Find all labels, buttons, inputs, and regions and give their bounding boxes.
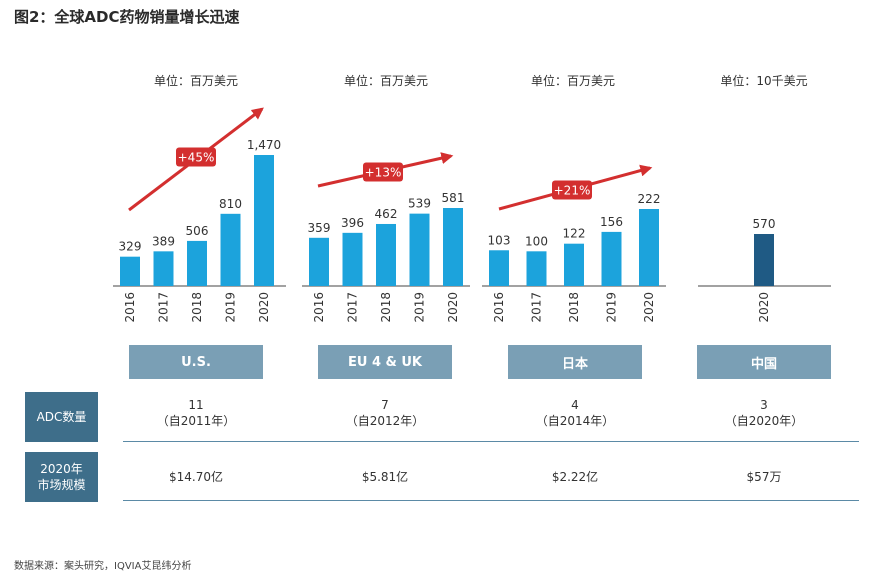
market-size-us: $14.70亿 (169, 470, 223, 484)
x-tick-label: 2019 (605, 292, 619, 323)
unit-label: 单位：百万美元 (531, 73, 615, 88)
bar (526, 251, 547, 286)
row-divider (123, 500, 859, 501)
growth-badge (176, 147, 216, 167)
unit-label: 单位：百万美元 (344, 73, 428, 88)
bar (342, 232, 363, 286)
adc-count-since: （自2012年） (345, 414, 425, 428)
x-tick-label: 2016 (123, 292, 137, 323)
region-label-japan: 日本 (508, 345, 642, 379)
unit-label: 单位：百万美元 (154, 73, 238, 88)
bar-value-label: 539 (408, 197, 431, 211)
market-size-japan: $2.22亿 (551, 470, 599, 484)
growth-badge-label: +13% (365, 166, 402, 180)
bar-value-label: 570 (753, 217, 776, 231)
adc-count-japan: 4 （自2014年） (505, 397, 645, 429)
x-tick-label: 2017 (346, 292, 360, 323)
row-divider (123, 441, 859, 442)
bar (639, 209, 659, 286)
bar (153, 251, 174, 286)
row-header-market-size: 2020年 市场规模 (25, 452, 98, 502)
bar-value-label: 156 (600, 215, 623, 229)
row-header-adc-count: ADC数量 (25, 392, 98, 442)
x-tick-label: 2018 (190, 292, 204, 323)
adc-count-value: 3 (760, 398, 768, 412)
bar (489, 250, 509, 286)
adc-count-us: 11 （自2011年） (126, 397, 266, 429)
region-label-china: 中国 (697, 345, 831, 379)
x-tick-label: 2020 (257, 292, 271, 323)
figure-title: 图2：全球ADC药物销量增长迅速 (14, 8, 240, 26)
bar (187, 240, 207, 286)
x-tick-label: 2020 (446, 292, 460, 323)
adc-count-china: 3 （自2020年） (694, 397, 834, 429)
adc-sales-charts: 单位：百万美元 329 2016 389 2017 506 2018 810 2019 1,470… (113, 73, 831, 323)
market-size-china: $57万 (746, 470, 782, 484)
bar (443, 208, 463, 286)
x-tick-label: 2019 (224, 292, 238, 323)
bar-value-label: 329 (119, 240, 142, 254)
region-label-us: U.S. (129, 345, 263, 379)
bar-value-label: 581 (442, 191, 465, 205)
x-tick-label: 2020 (642, 292, 656, 323)
bar-value-label: 506 (186, 224, 209, 238)
source-footnote: 数据来源：案头研究，IQVIA艾昆纬分析 (14, 561, 192, 572)
x-tick-label: 2019 (413, 292, 427, 323)
adc-count-value: 7 (381, 398, 389, 412)
growth-badge-label: +21% (554, 184, 591, 198)
adc-count-since: （自2014年） (535, 414, 615, 428)
x-tick-label: 2020 (757, 292, 771, 323)
adc-count-eu: 7 （自2012年） (315, 397, 455, 429)
adc-count-value: 4 (571, 398, 579, 412)
x-tick-label: 2018 (567, 292, 581, 323)
adc-count-since: （自2020年） (724, 414, 804, 428)
bar-value-label: 359 (308, 221, 331, 235)
growth-badge (552, 180, 592, 200)
bar (409, 213, 430, 286)
bar-value-label: 396 (341, 216, 364, 230)
unit-label: 单位：10千美元 (720, 73, 807, 88)
adc-count-value: 11 (188, 398, 204, 412)
market-size-eu: $5.81亿 (361, 470, 409, 484)
bar (601, 231, 622, 286)
growth-badge-label: +45% (178, 151, 215, 165)
bar-value-label: 103 (488, 233, 511, 247)
bar (309, 237, 329, 286)
x-tick-label: 2016 (492, 292, 506, 323)
bar-value-label: 222 (638, 192, 661, 206)
x-tick-label: 2017 (530, 292, 544, 323)
x-tick-label: 2016 (312, 292, 326, 323)
bar (120, 256, 140, 286)
bar (376, 223, 396, 286)
bar-value-label: 389 (152, 234, 175, 248)
region-label-eu: EU 4 & UK (318, 345, 452, 379)
bar-value-label: 122 (563, 227, 586, 241)
bar (254, 155, 274, 286)
bar-value-label: 100 (525, 234, 548, 248)
x-tick-label: 2018 (379, 292, 393, 323)
bar (564, 243, 584, 286)
growth-badge (363, 162, 403, 182)
bar (754, 234, 774, 286)
bar-value-label: 810 (219, 197, 242, 211)
bar (220, 213, 241, 286)
adc-count-since: （自2011年） (156, 414, 236, 428)
bar-value-label: 462 (375, 207, 398, 221)
x-tick-label: 2017 (157, 292, 171, 323)
bar-value-label: 1,470 (247, 138, 281, 152)
